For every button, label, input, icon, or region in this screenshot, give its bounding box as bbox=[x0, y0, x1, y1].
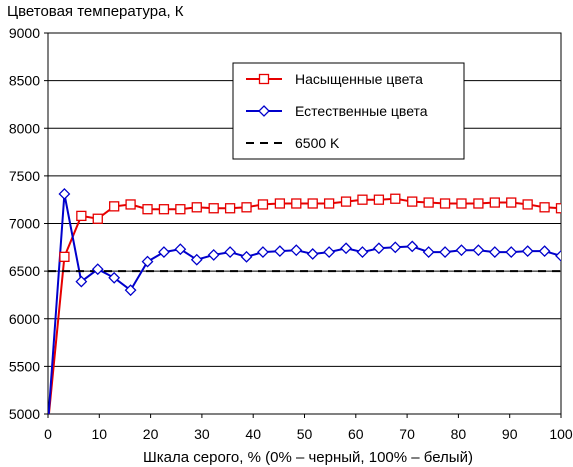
series-1-point bbox=[92, 213, 103, 224]
series-lines bbox=[48, 193, 561, 414]
series-2-point bbox=[455, 244, 468, 257]
series-1-point bbox=[357, 194, 368, 205]
series-2-point bbox=[372, 242, 385, 255]
x-tick-label: 0 bbox=[44, 426, 52, 442]
series-1-point bbox=[373, 194, 385, 205]
plot-area bbox=[47, 32, 562, 415]
series-1-point bbox=[323, 198, 335, 209]
x-tick-label: 100 bbox=[549, 426, 573, 442]
series-1-point bbox=[473, 198, 484, 209]
series-2-point bbox=[406, 240, 419, 253]
x-axis-title: Шкала серого, % (0% – черный, 100% – бел… bbox=[143, 449, 473, 466]
series-2-point bbox=[273, 245, 286, 258]
y-tick-label: 9000 bbox=[9, 25, 40, 41]
series-2-point bbox=[207, 249, 220, 261]
series-2-point bbox=[190, 253, 203, 266]
x-tick-label: 30 bbox=[194, 426, 210, 442]
y-tick-label: 7000 bbox=[9, 216, 40, 232]
series-1-point bbox=[489, 197, 500, 208]
x-tick-label: 70 bbox=[399, 426, 415, 442]
series-1-point bbox=[307, 198, 318, 209]
series-2-point bbox=[240, 250, 253, 263]
series-markers bbox=[58, 188, 561, 297]
x-tick-label: 50 bbox=[297, 426, 313, 442]
series-2-point bbox=[521, 245, 534, 258]
series-2-point bbox=[174, 243, 187, 256]
x-tick-label: 40 bbox=[245, 426, 261, 442]
series-1-point bbox=[274, 198, 286, 209]
series-2-point bbox=[555, 249, 561, 262]
series-2-point bbox=[158, 246, 170, 258]
series-1-line bbox=[48, 197, 561, 414]
series-2-point bbox=[505, 246, 518, 258]
series-1-point bbox=[555, 203, 561, 214]
x-tick-label: 80 bbox=[451, 426, 467, 442]
y-tick-label: 6000 bbox=[9, 311, 40, 327]
series-1-point bbox=[257, 199, 269, 210]
series-2-point bbox=[472, 244, 485, 257]
series-2-point bbox=[323, 246, 336, 258]
y-tick-label: 8000 bbox=[9, 120, 40, 136]
series-1-point bbox=[439, 198, 451, 209]
series-1-point bbox=[340, 196, 352, 207]
legend-label: 6500 K bbox=[295, 135, 340, 151]
series-2-point bbox=[75, 275, 88, 288]
series-2-point bbox=[306, 248, 319, 260]
series-1-point bbox=[158, 204, 170, 215]
series-1-point bbox=[506, 197, 517, 208]
series-2-point bbox=[356, 246, 369, 258]
y-axis-title: Цветовая температура, К bbox=[7, 3, 184, 20]
series-2-point bbox=[257, 246, 269, 258]
series-2-point bbox=[91, 263, 104, 276]
series-1-point bbox=[539, 202, 550, 213]
y-tick-label: 8500 bbox=[9, 73, 40, 89]
x-tick-label: 60 bbox=[348, 426, 364, 442]
x-tick-label: 20 bbox=[143, 426, 159, 442]
series-1-point bbox=[142, 204, 153, 215]
y-tick-label: 5500 bbox=[9, 358, 40, 374]
y-tick-label: 7500 bbox=[9, 168, 40, 184]
series-2-point bbox=[422, 246, 435, 258]
series-2-point bbox=[141, 255, 154, 268]
series-1-point bbox=[224, 203, 236, 214]
y-tick-labels: 5000 5500 6000 6500 7000 7500 8000 8500 9000 bbox=[9, 25, 48, 422]
series-2-point bbox=[340, 242, 352, 255]
legend-marker bbox=[258, 73, 270, 85]
series-1-point bbox=[59, 251, 70, 262]
series-1-point bbox=[175, 204, 186, 215]
legend-label: Насыщенные цвета bbox=[295, 71, 423, 87]
series-1-point bbox=[291, 198, 302, 209]
series-1-point bbox=[208, 203, 219, 214]
series-2-point bbox=[488, 246, 501, 258]
series-1-point bbox=[109, 201, 120, 212]
series-1-point bbox=[191, 202, 202, 213]
series-2-point bbox=[108, 271, 121, 284]
series-1-point bbox=[390, 193, 401, 204]
series-1-point bbox=[456, 198, 467, 209]
series-1-point bbox=[522, 199, 533, 210]
series-2-point bbox=[124, 284, 137, 297]
series-2-point bbox=[389, 241, 402, 254]
y-tick-label: 5000 bbox=[9, 406, 40, 422]
series-2-point bbox=[58, 188, 71, 200]
series-1-point bbox=[125, 199, 136, 210]
series-1-point bbox=[241, 202, 252, 213]
legend-label: Естественные цвета bbox=[295, 103, 428, 119]
series-2-point bbox=[439, 246, 451, 258]
x-tick-label: 90 bbox=[502, 426, 518, 442]
series-2-point bbox=[224, 246, 237, 258]
legend-marker bbox=[258, 105, 270, 117]
series-2-point bbox=[290, 244, 303, 257]
series-1-point bbox=[76, 210, 87, 222]
x-tick-label: 10 bbox=[92, 426, 108, 442]
series-2-point bbox=[538, 245, 551, 258]
plot-border bbox=[47, 32, 562, 415]
series-1-point bbox=[423, 197, 434, 208]
series-2-line bbox=[48, 193, 561, 414]
y-tick-label: 6500 bbox=[9, 263, 40, 279]
x-tick-labels: 0 10 20 30 40 50 60 70 80 90 100 bbox=[44, 414, 573, 442]
legend: Насыщенные цвета Естественные цвета 6500 K bbox=[232, 62, 465, 160]
series-1-point bbox=[407, 196, 418, 207]
